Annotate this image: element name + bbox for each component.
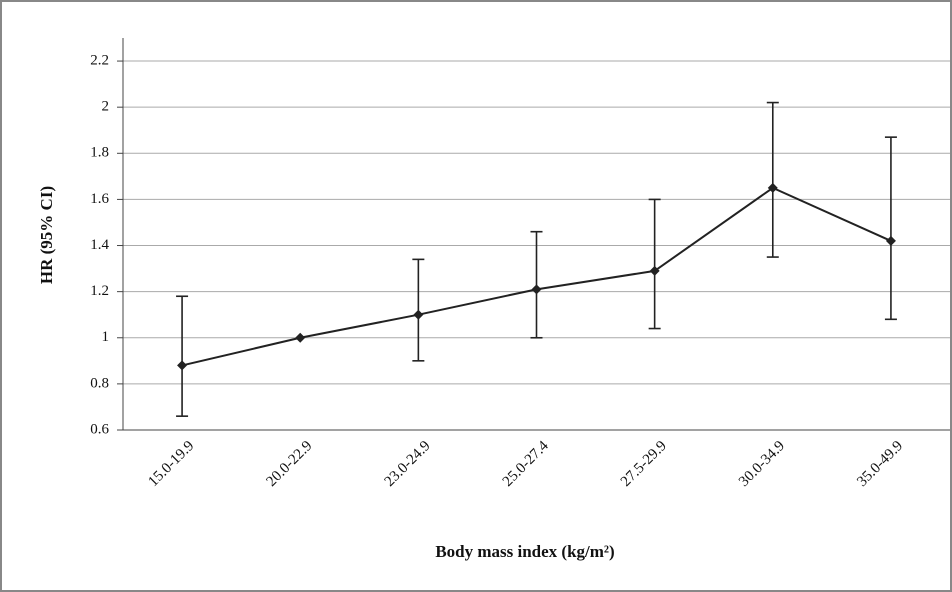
marker xyxy=(177,360,188,371)
x-axis-title: Body mass index (kg/m²) xyxy=(435,542,614,561)
y-tick-label: 2 xyxy=(102,99,110,115)
error-bar xyxy=(884,136,897,321)
marker xyxy=(649,265,660,276)
y-tick-label: 1.6 xyxy=(90,191,109,207)
marker xyxy=(295,332,306,343)
y-tick-label: 2.2 xyxy=(90,52,109,68)
error-bar xyxy=(176,295,189,417)
y-tick-label: 1 xyxy=(102,329,110,345)
y-tick-label: 1.8 xyxy=(90,145,109,161)
marker xyxy=(413,309,424,320)
y-axis-title: HR (95% CI) xyxy=(37,186,56,284)
y-tick-label: 0.6 xyxy=(90,421,109,437)
y-tick-label: 1.4 xyxy=(90,237,109,253)
error-bar xyxy=(648,198,661,330)
marker xyxy=(767,182,778,193)
marker xyxy=(885,235,896,246)
y-tick-label: 1.2 xyxy=(90,283,109,299)
y-tick-label: 0.8 xyxy=(90,375,109,391)
error-bar xyxy=(766,101,779,258)
marker xyxy=(531,284,542,295)
